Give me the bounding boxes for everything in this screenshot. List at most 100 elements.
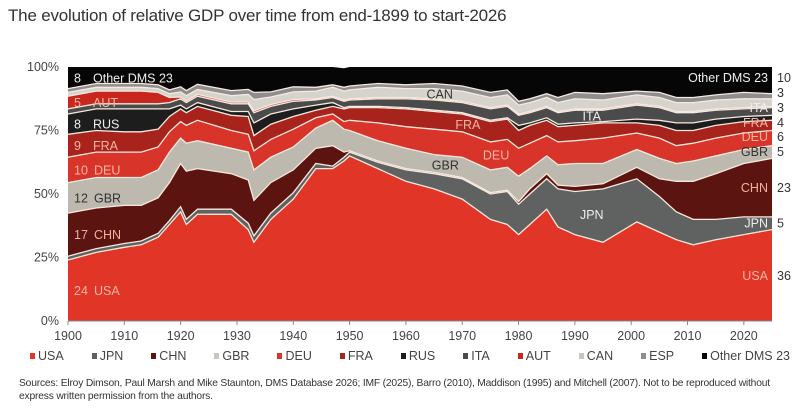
legend-swatch bbox=[277, 353, 283, 359]
legend-swatch bbox=[517, 353, 523, 359]
legend-swatch bbox=[463, 353, 469, 359]
separator-line bbox=[67, 105, 773, 137]
legend-label: RUS bbox=[408, 349, 436, 363]
x-tick-label: 1930 bbox=[223, 329, 251, 343]
x-tick-label: 2010 bbox=[674, 329, 702, 343]
x-tick-label: 1980 bbox=[505, 329, 533, 343]
end-value-label: 6 bbox=[777, 130, 784, 144]
legend-swatch bbox=[641, 353, 647, 359]
start-series-label: RUS bbox=[93, 118, 119, 132]
start-value-label: 8 bbox=[74, 118, 81, 132]
legend-swatch bbox=[400, 353, 406, 359]
band-annotation: CAN bbox=[427, 88, 453, 102]
start-series-label: DEU bbox=[94, 163, 120, 177]
start-series-label: CHN bbox=[94, 228, 121, 242]
end-series-label: DEU bbox=[742, 130, 768, 144]
y-tick-label: 75% bbox=[34, 124, 59, 138]
legend-item: CHN bbox=[151, 349, 186, 363]
legend-item: DEU bbox=[277, 349, 312, 363]
legend-label: FRA bbox=[347, 349, 373, 363]
start-value-label: 10 bbox=[74, 163, 88, 177]
area-usa bbox=[68, 155, 772, 321]
band-annotation: ITA bbox=[583, 110, 602, 124]
end-value-label: 5 bbox=[777, 217, 784, 231]
area-gbr bbox=[68, 120, 772, 214]
separator-line bbox=[67, 113, 773, 158]
legend-item: AUT bbox=[517, 349, 551, 363]
legend-swatch bbox=[702, 353, 708, 359]
end-series-label: GBR bbox=[741, 145, 768, 159]
area-deu bbox=[68, 114, 772, 183]
areas bbox=[67, 67, 773, 321]
x-tick-label: 1910 bbox=[110, 329, 138, 343]
x-tick-label: 1960 bbox=[392, 329, 420, 343]
end-series-label: JPN bbox=[744, 217, 768, 231]
start-series-label: FRA bbox=[93, 139, 119, 153]
x-tick-label: 2020 bbox=[730, 329, 758, 343]
y-tick-label: 25% bbox=[34, 251, 59, 265]
x-tick-label: 1900 bbox=[54, 329, 82, 343]
legend-label: AUT bbox=[525, 349, 551, 363]
legend-item: Other DMS 23 bbox=[702, 349, 790, 363]
legend-label: Other DMS 23 bbox=[710, 349, 790, 363]
end-series-label: ITA bbox=[749, 101, 768, 115]
area-chn bbox=[68, 145, 772, 257]
end-value-label: 3 bbox=[777, 101, 784, 115]
band-annotation: GBR bbox=[432, 159, 459, 173]
legend-label: CHN bbox=[159, 349, 187, 363]
legend-label: CAN bbox=[586, 349, 614, 363]
x-tick-label: 1920 bbox=[167, 329, 195, 343]
sources-note: Sources: Elroy Dimson, Paul Marsh and Mi… bbox=[19, 378, 770, 402]
legend-item: FRA bbox=[339, 349, 373, 363]
end-value-label: 23 bbox=[777, 181, 791, 195]
end-series-label: FRA bbox=[743, 116, 769, 130]
start-value-label: 5 bbox=[74, 96, 81, 110]
end-value-label: 36 bbox=[777, 269, 791, 283]
start-value-label: 17 bbox=[74, 228, 88, 242]
end-series-label: CHN bbox=[741, 181, 768, 195]
end-value-label: 3 bbox=[777, 86, 784, 100]
separator-line bbox=[67, 82, 773, 103]
band-annotation: JPN bbox=[580, 208, 604, 222]
legend-item: ESP bbox=[641, 349, 674, 363]
legend-label: USA bbox=[38, 349, 64, 363]
legend-label: ESP bbox=[649, 349, 675, 363]
legend-swatch bbox=[578, 353, 584, 359]
x-tick-label: 1950 bbox=[336, 329, 364, 343]
legend-swatch bbox=[30, 353, 35, 359]
band-annotation: FRA bbox=[455, 118, 481, 132]
x-tick-label: 2000 bbox=[617, 329, 645, 343]
legend: USA JPN CHN GBR DEU FRA RUS ITA AUT CAN ESP Other D… bbox=[30, 349, 790, 363]
start-value-label: 8 bbox=[74, 71, 81, 85]
axes: 1900 1910 1920 1930 1940 1950 1960 1970 1980 1990… bbox=[27, 60, 772, 343]
end-series-label: Other DMS 23 bbox=[688, 71, 768, 85]
legend-item: JPN bbox=[91, 349, 123, 363]
area-fra bbox=[68, 106, 772, 158]
end-value-label: 10 bbox=[777, 71, 791, 85]
y-tick-label: 50% bbox=[34, 187, 59, 201]
end-value-label: 4 bbox=[777, 116, 784, 130]
legend-swatch bbox=[91, 353, 97, 359]
separator-line bbox=[67, 155, 773, 261]
legend-item: USA bbox=[30, 349, 64, 363]
legend-item: RUS bbox=[400, 349, 436, 363]
start-series-label: USA bbox=[94, 284, 120, 298]
end-series-label: USA bbox=[742, 269, 768, 283]
chart-title: The evolution of relative GDP over time … bbox=[8, 6, 507, 25]
legend-swatch bbox=[214, 353, 220, 359]
legend-item: ITA bbox=[463, 349, 490, 363]
y-tick-label: 100% bbox=[27, 60, 59, 74]
legend-item: CAN bbox=[578, 349, 614, 363]
start-value-label: 12 bbox=[74, 191, 88, 205]
separator-line bbox=[67, 101, 773, 127]
band-annotation: DEU bbox=[483, 149, 509, 163]
area-can bbox=[68, 87, 772, 114]
separator-line bbox=[67, 119, 773, 184]
separator-line bbox=[67, 151, 772, 257]
legend-label: GBR bbox=[222, 349, 250, 363]
x-tick-label: 1970 bbox=[448, 329, 476, 343]
end-value-label: 5 bbox=[777, 145, 784, 159]
separator-line bbox=[67, 86, 772, 106]
start-series-label: GBR bbox=[94, 191, 121, 205]
